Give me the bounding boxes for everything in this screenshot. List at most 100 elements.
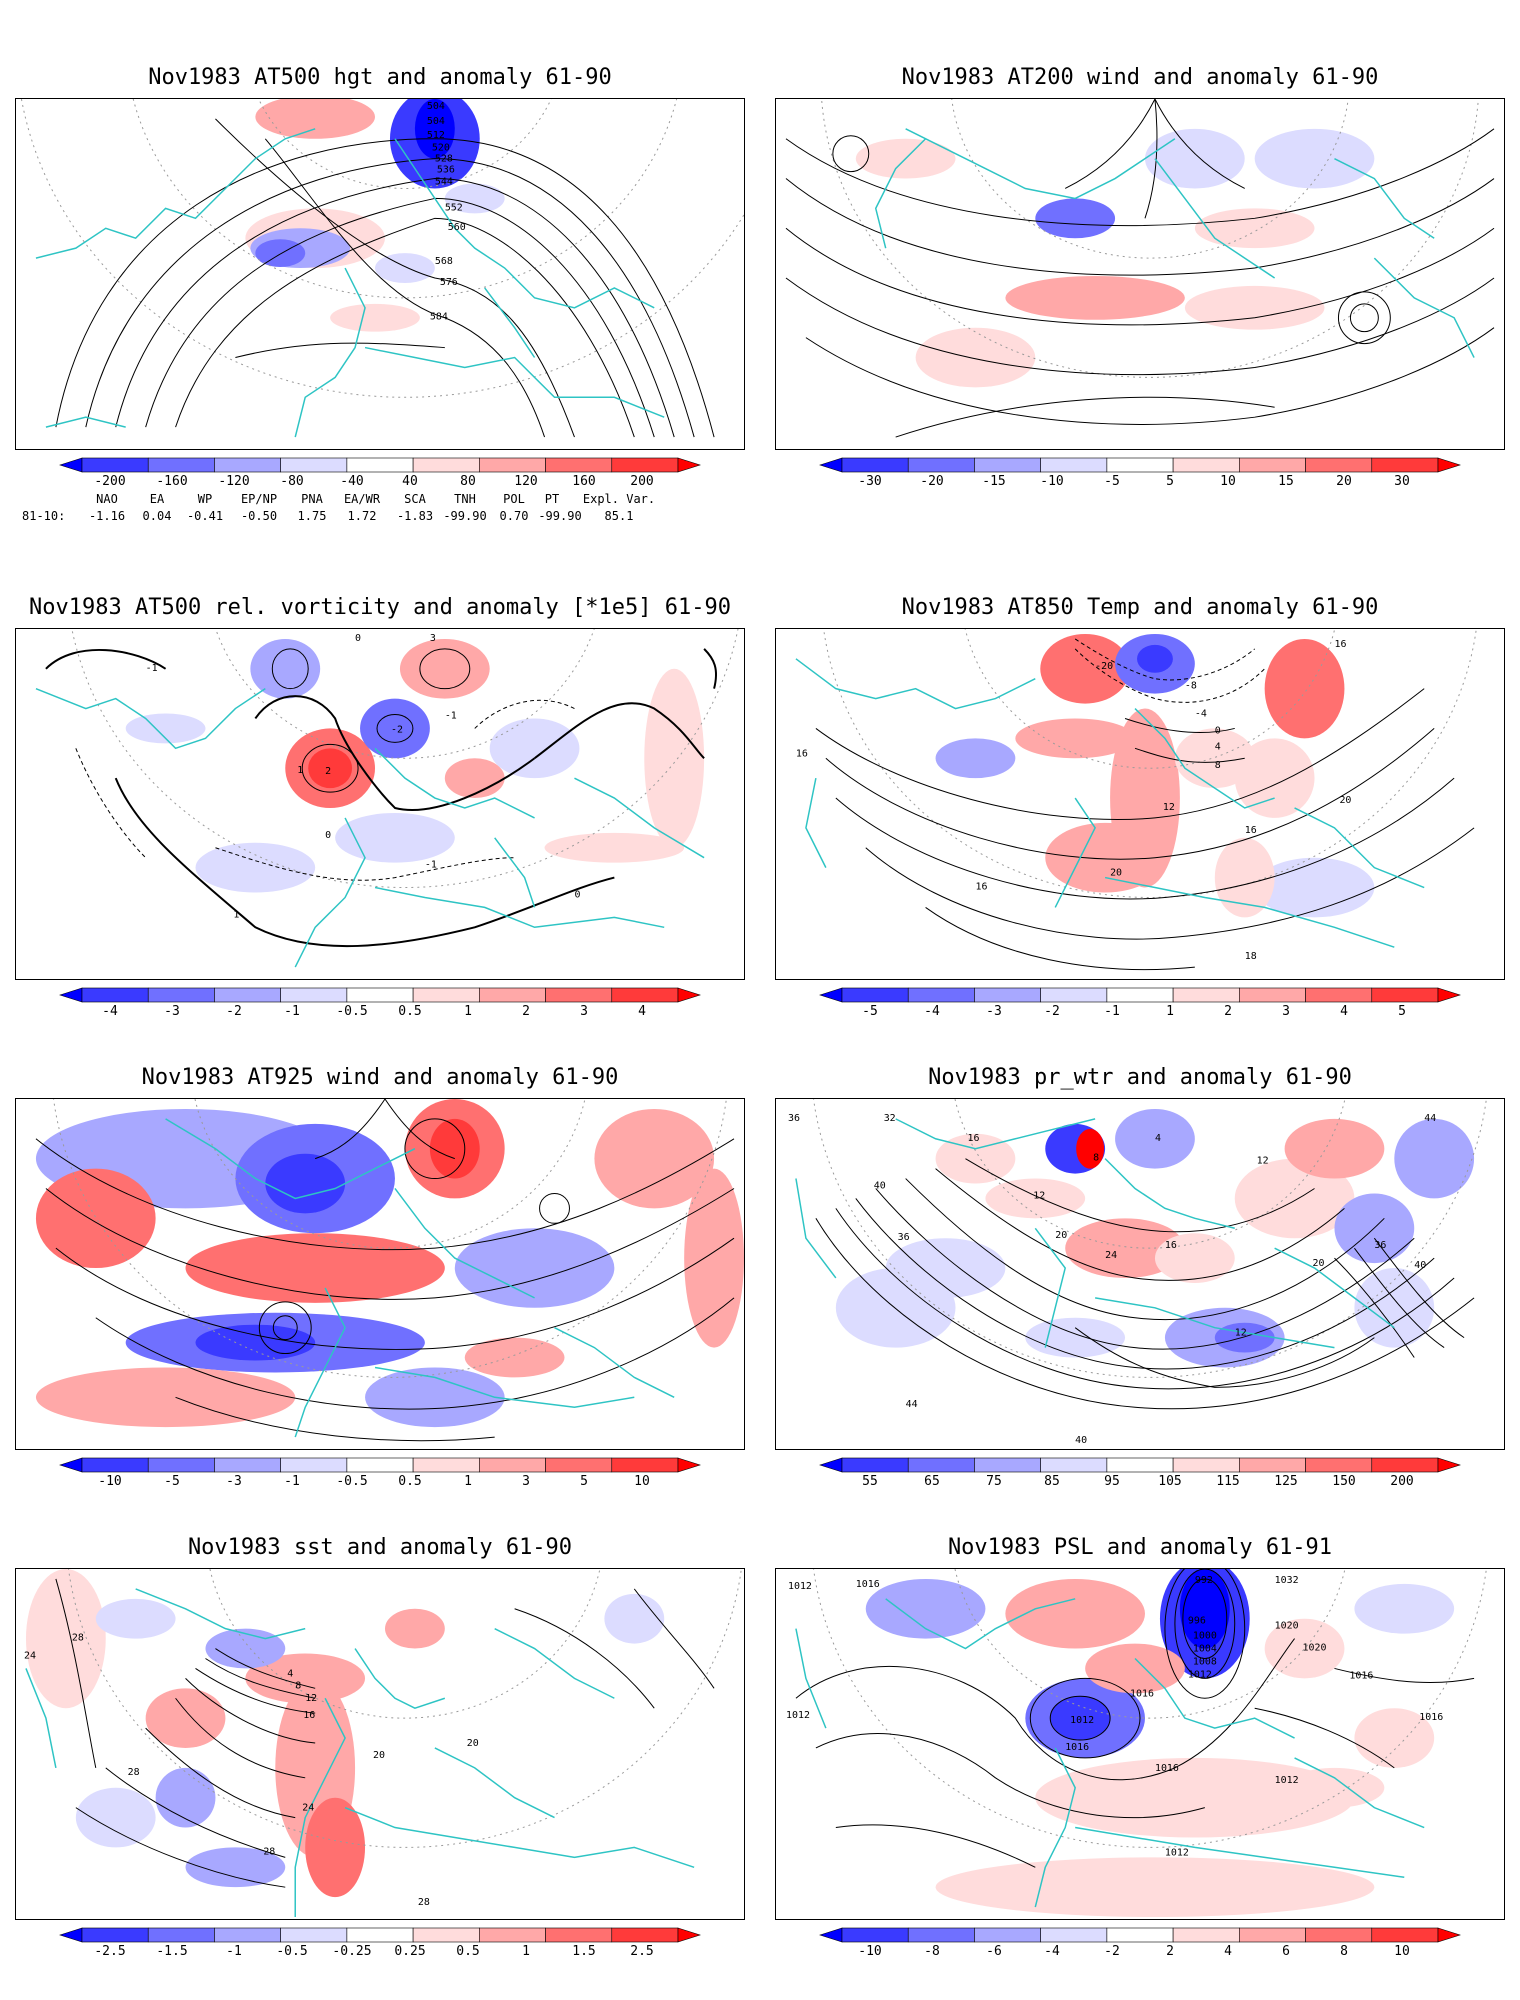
- panel-title-hgt500: Nov1983 AT500 hgt and anomaly 61-90: [148, 65, 612, 90]
- colorbar-tick: -10: [858, 1944, 882, 1959]
- colorbar-segment: [346, 457, 414, 473]
- colorbar-segment: [147, 457, 215, 473]
- colorbar-segment: [412, 1927, 480, 1943]
- colorbar-tick: -1: [284, 1004, 300, 1019]
- anomaly-shading: [865, 1569, 1455, 1918]
- panel-title-wind925: Nov1983 AT925 wind and anomaly 61-90: [141, 1065, 619, 1090]
- colorbar-tick: 95: [1104, 1474, 1120, 1489]
- contour-label: 12: [1033, 1190, 1045, 1201]
- colorbar-segment: [1172, 457, 1240, 473]
- colorbar-tick: 40: [402, 474, 418, 489]
- coastlines: [35, 128, 665, 438]
- tc-value: 1.75: [297, 509, 327, 523]
- coastlines: [795, 658, 1425, 948]
- colorbar-sst: -2.5 -1.5 -1 -0.5 -0.25 0.25 0.5 1 1.5 2…: [59, 1927, 701, 1968]
- contour-label: 28: [418, 1897, 430, 1908]
- colorbar-segment: [280, 1457, 348, 1473]
- colorbar-segment: [346, 1927, 414, 1943]
- colorbar-tick: 5: [1166, 474, 1174, 489]
- colorbar-tick: -10: [98, 1474, 122, 1489]
- tc-header: EA/WR: [343, 492, 381, 506]
- colorbar-min-triangle: [59, 987, 83, 1003]
- colorbar-tick: -0.5: [336, 1474, 368, 1489]
- colorbar-tick: -3: [226, 1474, 242, 1489]
- colorbar-segment: [214, 457, 281, 473]
- tc-header: PT: [544, 492, 560, 506]
- colorbar-tick: -2: [226, 1004, 242, 1019]
- colorbar-min-triangle: [59, 457, 83, 473]
- latitude-circles: [71, 629, 739, 888]
- contour-label: 8: [1093, 1153, 1099, 1164]
- colorbar-ramp: [59, 987, 701, 1003]
- teleconnection-header-row: NAO EA WP EP/NP PNA EA/WR SCA TNH POL PT…: [22, 492, 655, 509]
- colorbar-segment: [81, 1457, 149, 1473]
- anomaly-shading: [25, 1569, 665, 1898]
- colorbar-temp850: -5 -4 -3 -2 -1 1 2 3 4 5: [819, 987, 1461, 1028]
- contour-label: 552: [445, 202, 463, 213]
- colorbar-tick: -40: [340, 474, 364, 489]
- colorbar-tick: 1: [464, 1004, 472, 1019]
- colorbar-tick: -3: [164, 1004, 180, 1019]
- map-vort500-svg: -1 0 1 2 -2 3 -1 0 1 -1 0: [35, 629, 739, 968]
- anomaly-shading: [855, 128, 1375, 388]
- tc-header: SCA: [404, 492, 426, 506]
- colorbar-segment: [1040, 1927, 1108, 1943]
- contour-label: 1012: [1188, 1669, 1212, 1680]
- contour-label: 520: [432, 143, 450, 154]
- colorbar-segment: [907, 457, 975, 473]
- colorbar-tick: 115: [1216, 1474, 1240, 1489]
- colorbar-segment: [214, 987, 281, 1003]
- panel-title-prwtr: Nov1983 pr_wtr and anomaly 61-90: [928, 1065, 1352, 1090]
- colorbar-tick: 4: [1340, 1004, 1348, 1019]
- contour-label: 36: [1374, 1240, 1386, 1251]
- contour-label: 536: [437, 165, 455, 176]
- contour-label: 1016: [1155, 1763, 1179, 1774]
- colorbar-tick: 0.5: [398, 1004, 422, 1019]
- tc-header: TNH: [454, 492, 476, 506]
- contour-label: 1016: [1419, 1712, 1443, 1723]
- colorbar-segment: [1172, 1457, 1240, 1473]
- colorbar-segment: [479, 457, 546, 473]
- colorbar-vort500: -4 -3 -2 -1 -0.5 0.5 1 2 3 4: [59, 987, 701, 1028]
- contour-label: 20: [1339, 795, 1351, 806]
- colorbar-segment: [611, 987, 679, 1003]
- coastlines: [795, 1598, 1425, 1908]
- contour-labels: 504 504 512 520 528 536 544 552 560 568 …: [427, 101, 466, 323]
- tc-value: -99.90: [538, 509, 582, 523]
- colorbar-tick: 8: [1340, 1944, 1348, 1959]
- colorbar-segment: [1106, 987, 1174, 1003]
- contour-label: 16: [303, 1710, 315, 1721]
- contour-label: 12: [1257, 1156, 1269, 1167]
- contour-label: 576: [440, 277, 458, 288]
- contour-label: 4: [1215, 741, 1221, 752]
- tc-header: POL: [503, 492, 525, 506]
- colorbar-segment: [1371, 1457, 1439, 1473]
- colorbar-segment: [81, 457, 149, 473]
- colorbar-segment: [1239, 1927, 1306, 1943]
- contour-label: 28: [263, 1846, 275, 1857]
- colorbar-segment: [1040, 457, 1108, 473]
- colorbar-segment: [280, 987, 348, 1003]
- colorbar-tick: 2.5: [630, 1944, 654, 1959]
- latitude-circles: [68, 1569, 742, 1848]
- contour-label: 20: [373, 1750, 385, 1761]
- colorbar-tick: -10: [1040, 474, 1064, 489]
- colorbar-segment: [346, 987, 414, 1003]
- colorbar-min-triangle: [819, 987, 843, 1003]
- colorbar-segment: [1106, 1927, 1174, 1943]
- map-sst-svg: 28 24 4 8 12 16 20 24 28 20 28 28: [24, 1569, 742, 1918]
- colorbar-segment: [1239, 457, 1306, 473]
- colorbar-segment: [1040, 987, 1108, 1003]
- colorbar-min-triangle: [59, 1457, 83, 1473]
- colorbar-segment: [479, 1927, 546, 1943]
- tc-header: EA: [149, 492, 165, 506]
- contour-label: 528: [435, 154, 453, 165]
- colorbar-segment: [1106, 1457, 1174, 1473]
- anomaly-shading: [245, 99, 505, 332]
- colorbar-hgt500: -200 -160 -120 -80 -40 40 80 120 160 200: [59, 457, 701, 498]
- colorbar-segment: [479, 987, 546, 1003]
- coastlines: [795, 1118, 1395, 1349]
- colorbar-segment: [611, 1457, 679, 1473]
- colorbar-wind925: -10 -5 -3 -1 -0.5 0.5 1 3 5 10: [59, 1457, 701, 1498]
- colorbar-tick: 3: [1282, 1004, 1290, 1019]
